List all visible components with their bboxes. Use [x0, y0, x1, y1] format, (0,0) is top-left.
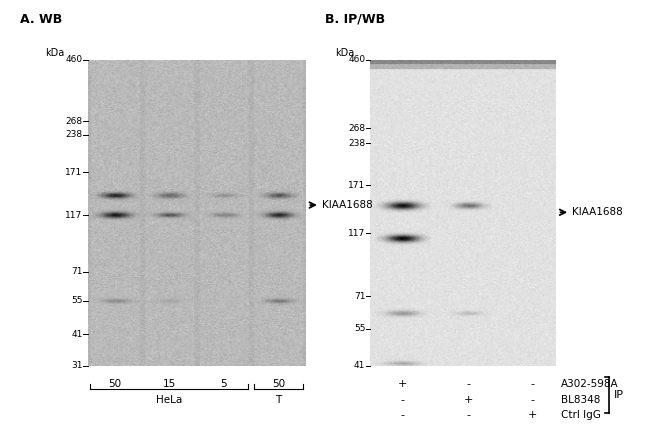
Text: 50: 50	[272, 379, 285, 389]
Text: +: +	[398, 379, 408, 389]
Text: HeLa: HeLa	[156, 395, 183, 404]
Text: 71: 71	[354, 292, 365, 301]
Text: 5: 5	[220, 379, 227, 389]
Text: 117: 117	[348, 229, 365, 238]
Text: 238: 238	[348, 139, 365, 148]
Text: BL8348: BL8348	[561, 395, 601, 404]
Text: -: -	[401, 410, 405, 420]
Text: -: -	[467, 410, 471, 420]
Text: -: -	[530, 395, 534, 404]
Text: 41: 41	[72, 330, 83, 339]
Text: 41: 41	[354, 361, 365, 371]
Text: 268: 268	[66, 117, 83, 126]
Text: +: +	[528, 410, 538, 420]
Text: 238: 238	[66, 130, 83, 139]
Text: -: -	[530, 379, 534, 389]
Text: Ctrl IgG: Ctrl IgG	[561, 410, 601, 420]
Text: KIAA1688: KIAA1688	[572, 207, 623, 217]
Text: 460: 460	[348, 55, 365, 65]
Text: KIAA1688: KIAA1688	[322, 200, 372, 210]
Text: 50: 50	[109, 379, 122, 389]
Text: 171: 171	[348, 181, 365, 190]
Text: B. IP/WB: B. IP/WB	[325, 13, 385, 26]
Text: 55: 55	[354, 324, 365, 333]
Text: -: -	[467, 379, 471, 389]
Text: 460: 460	[66, 55, 83, 65]
Text: +: +	[464, 395, 474, 404]
Text: 117: 117	[65, 211, 83, 220]
Text: 71: 71	[71, 268, 83, 276]
Text: -: -	[401, 395, 405, 404]
Text: 31: 31	[71, 361, 83, 371]
Text: 15: 15	[162, 379, 176, 389]
Text: IP: IP	[614, 389, 623, 400]
Text: 55: 55	[71, 297, 83, 306]
Text: kDa: kDa	[335, 48, 354, 58]
Text: A. WB: A. WB	[20, 13, 62, 26]
Text: kDa: kDa	[46, 48, 65, 58]
Text: T: T	[275, 395, 281, 404]
Text: 268: 268	[348, 124, 365, 133]
Text: 171: 171	[65, 168, 83, 177]
Text: A302-598A: A302-598A	[561, 379, 619, 389]
